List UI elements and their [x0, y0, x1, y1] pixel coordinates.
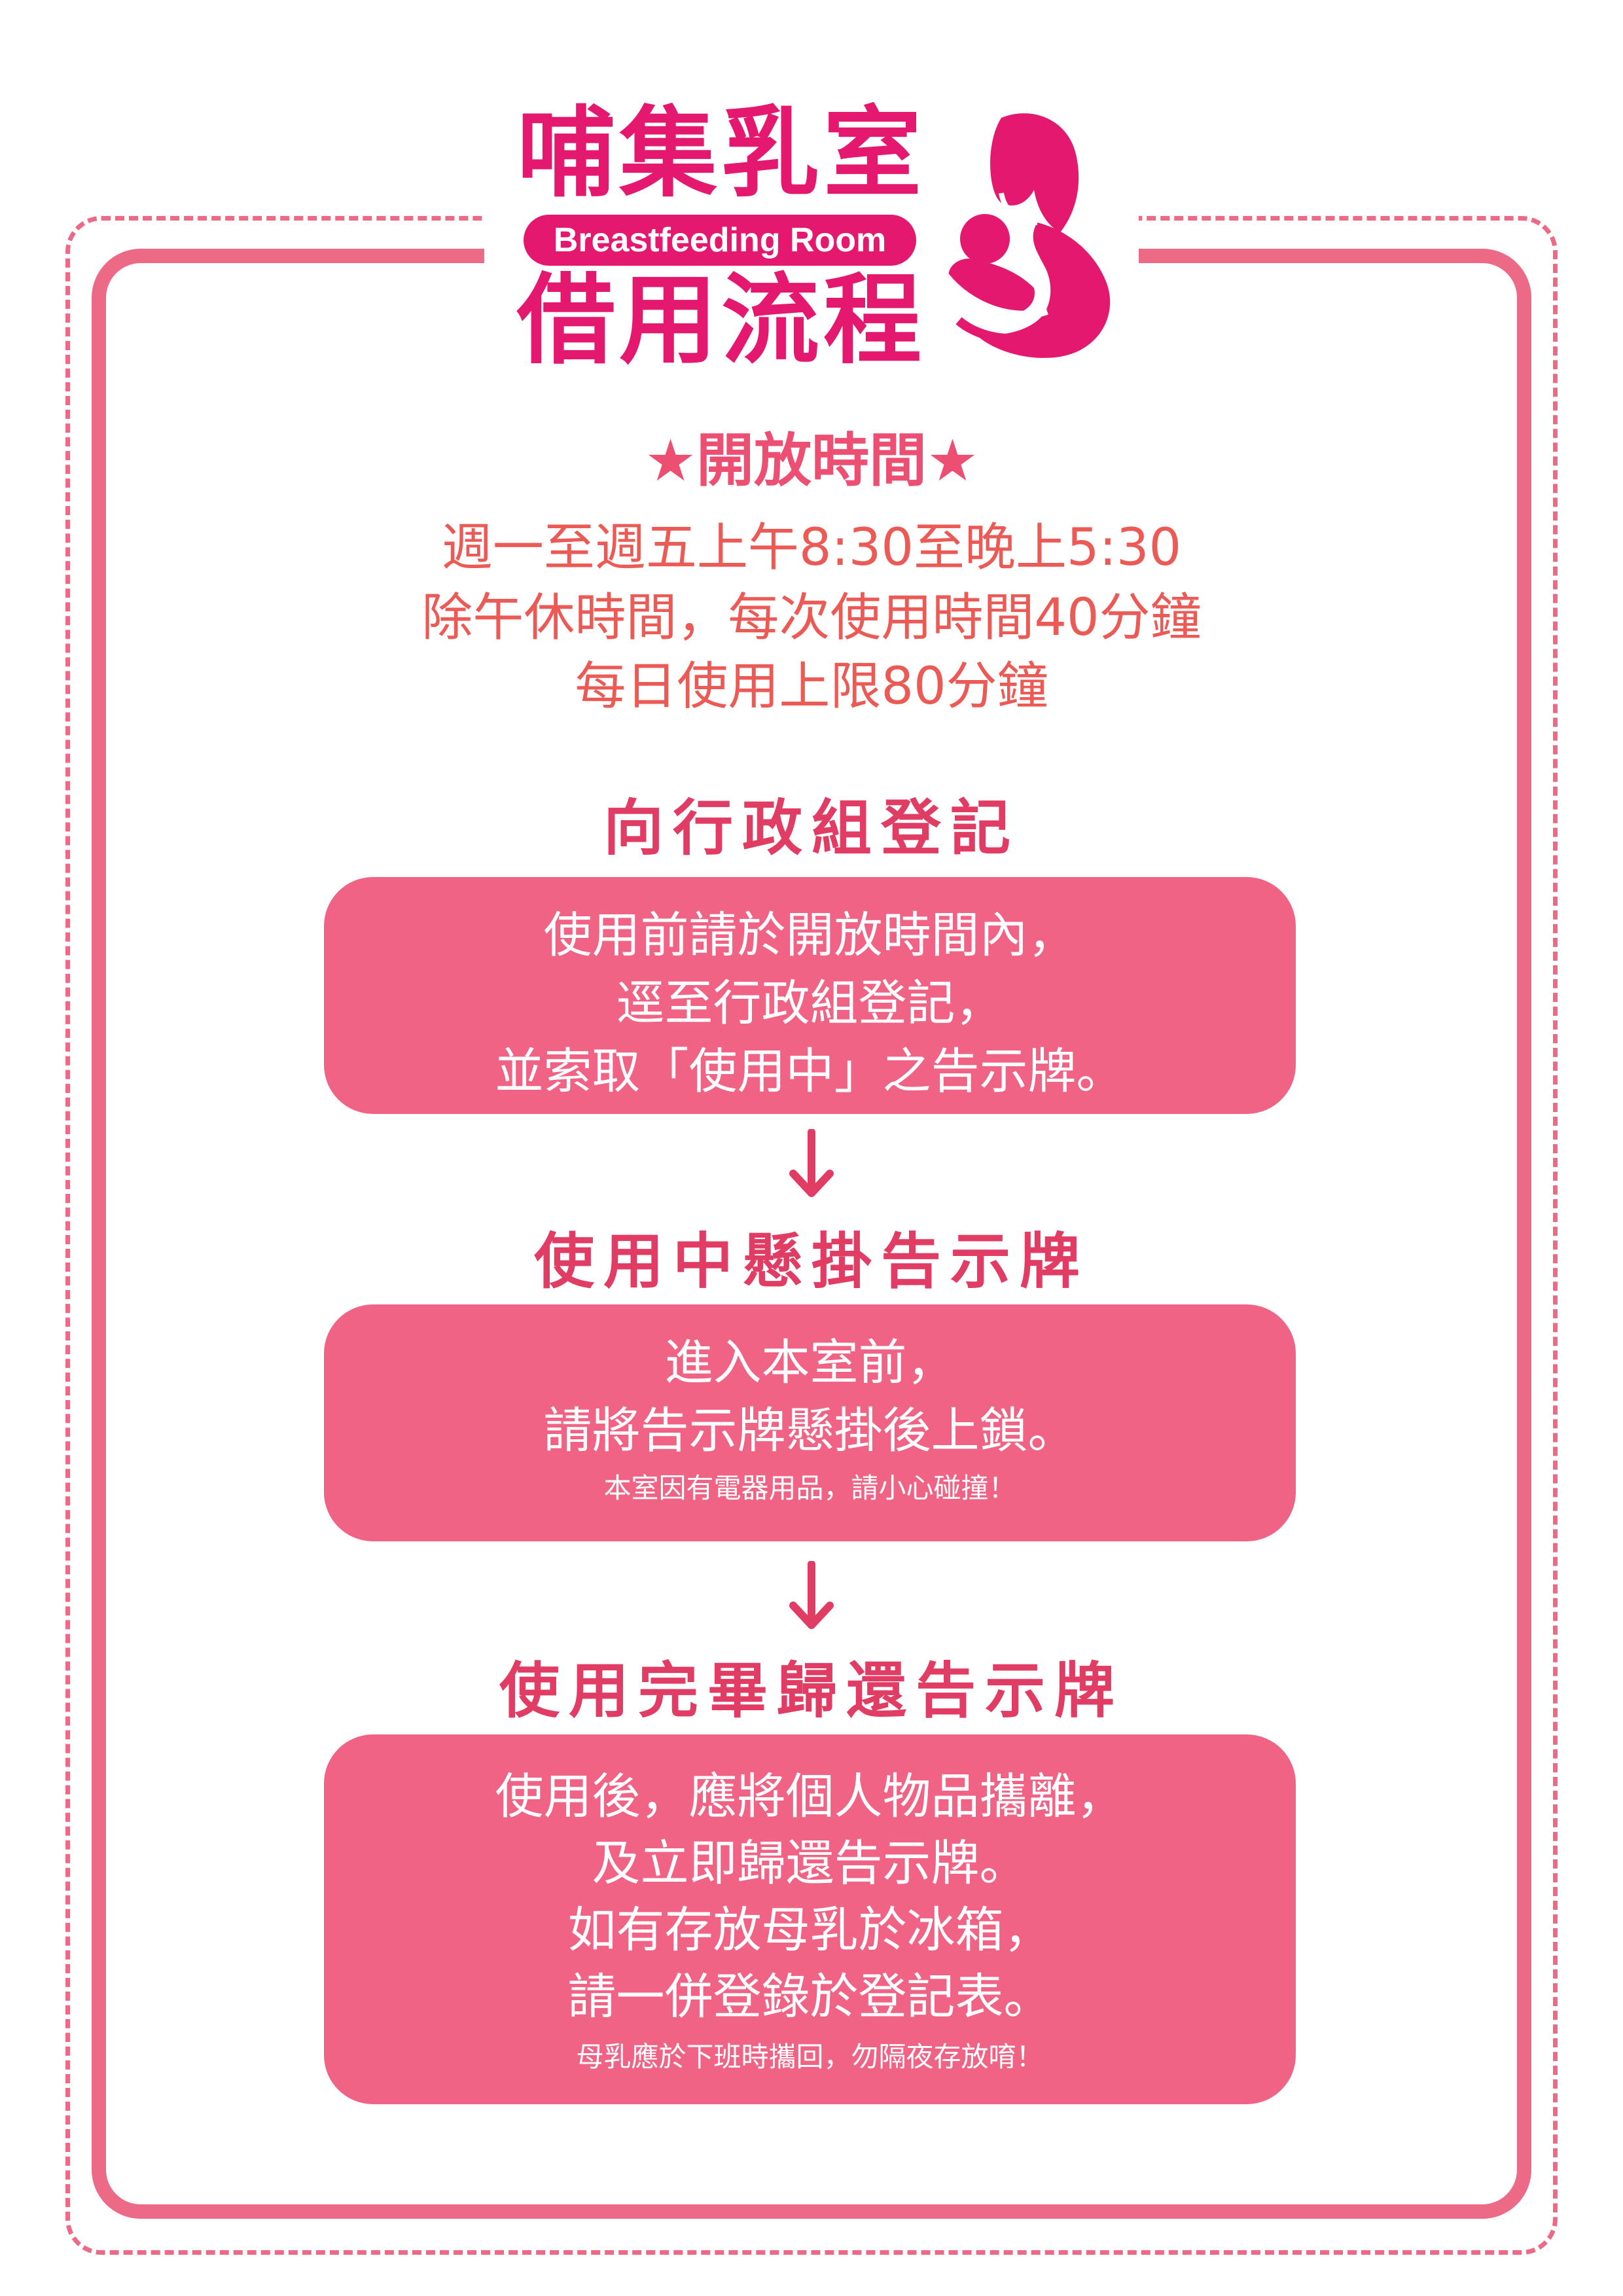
step-2-note: 本室因有電器用品，請小心碰撞！ [603, 1472, 1016, 1504]
page-subtitle: 借用流程 [517, 264, 926, 378]
opening-hours-heading: ★開放時間★ [645, 427, 978, 494]
opening-hours-line: 週一至週五上午8:30至晚上5:30 [441, 518, 1182, 577]
step-2-line: 請將告示牌懸掛後上鎖。 [543, 1403, 1077, 1459]
arrow-down-icon [789, 1561, 834, 1629]
step-3-line: 如有存放母乳於冰箱， [567, 1902, 1052, 1958]
step-3-line: 及立即歸還告示牌。 [592, 1835, 1028, 1892]
opening-hours-line: 除午休時間，每次使用時間40分鐘 [421, 588, 1202, 647]
step-1-line: 使用前請於開放時間內， [543, 907, 1077, 963]
step-2-line: 進入本室前， [664, 1335, 955, 1391]
step-2-heading: 使用中懸掛告示牌 [533, 1227, 1089, 1297]
step-1-line: 並索取「使用中」之告示牌。 [495, 1043, 1125, 1100]
step-3-note: 母乳應於下班時攜回，勿隔夜存放唷！ [576, 2041, 1044, 2073]
step-1-heading: 向行政組登記 [603, 793, 1020, 863]
step-2-box: 進入本室前， 請將告示牌懸掛後上鎖。 本室因有電器用品，請小心碰撞！ [324, 1304, 1296, 1541]
arrow-down-icon [789, 1129, 834, 1197]
opening-hours-line: 每日使用上限80分鐘 [575, 657, 1048, 716]
mother-holding-baby-icon [939, 113, 1111, 358]
english-title-badge: Breastfeeding Room [524, 215, 916, 266]
step-3-heading: 使用完畢歸還告示牌 [499, 1656, 1124, 1726]
step-3-box: 使用後，應將個人物品攜離， 及立即歸還告示牌。 如有存放母乳於冰箱， 請一併登錄… [324, 1734, 1296, 2104]
step-3-line: 使用後，應將個人物品攜離， [495, 1768, 1125, 1825]
step-3-line: 請一併登錄於登記表。 [567, 1969, 1052, 2025]
step-1-box: 使用前請於開放時間內， 逕至行政組登記， 並索取「使用中」之告示牌。 [324, 877, 1296, 1114]
step-1-line: 逕至行政組登記， [616, 975, 1004, 1031]
page-title: 哺集乳室 [517, 97, 926, 211]
